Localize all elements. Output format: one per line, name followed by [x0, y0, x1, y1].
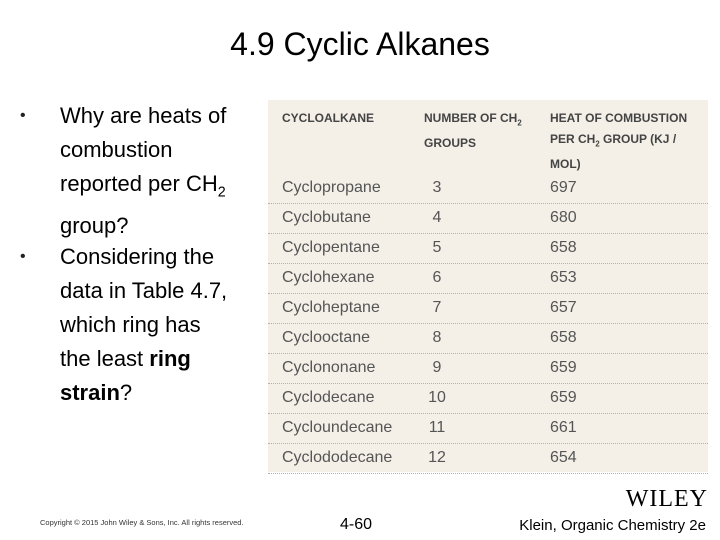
- table-cell: 657: [550, 299, 577, 316]
- table-cell: 658: [550, 239, 577, 256]
- table-cell: 10: [428, 389, 446, 406]
- table-row: Cyclopentane 5 658: [268, 233, 708, 264]
- table-cell: Cycloundecane: [282, 419, 393, 436]
- bullet-text: Considering the data in Table 4.7, which…: [60, 240, 230, 410]
- text-run: group?: [60, 213, 129, 239]
- text-run: Why are heats of combustion reported per…: [60, 103, 227, 196]
- column-header: HEAT OF COMBUSTION PER CH2 GROUP (KJ / M…: [550, 108, 706, 175]
- table-row: Cyclobutane 4 680: [268, 203, 708, 234]
- table-cell: 697: [550, 179, 577, 196]
- table-row: Cycloundecane 11 661: [268, 413, 708, 444]
- copyright: Copyright © 2015 John Wiley & Sons, Inc.…: [40, 518, 244, 527]
- bold-text: ring strain: [60, 346, 191, 405]
- text-run: GROUP (KJ / MOL): [550, 132, 677, 172]
- text-run: GROUPS: [424, 136, 477, 151]
- subscript: 2: [595, 139, 600, 149]
- table-cell: Cyclododecane: [282, 449, 393, 466]
- text-run: ?: [119, 380, 133, 405]
- column-header: CYCLOALKANE: [282, 108, 402, 129]
- text-run: Considering the data in Table 4.7, which…: [60, 244, 228, 371]
- table-cell: Cycloheptane: [282, 299, 380, 316]
- text-run: NUMBER OF CH: [424, 111, 518, 125]
- table-cell: Cyclooctane: [282, 329, 371, 346]
- table-row: Cyclohexane 6 653: [268, 263, 708, 294]
- column-header: NUMBER OF CH2 GROUPS: [424, 108, 540, 154]
- table-cell: Cyclodecane: [282, 389, 375, 406]
- table-cell: Cyclobutane: [282, 209, 371, 226]
- table-row: Cyclononane 9 659: [268, 353, 708, 384]
- slide-title: 4.9 Cyclic Alkanes: [230, 26, 490, 62]
- table-cell: 9: [432, 359, 442, 376]
- table-cell: 3: [432, 179, 442, 196]
- table-cell: Cyclononane: [282, 359, 376, 376]
- table-cell: Cyclohexane: [282, 269, 375, 286]
- table-cell: 659: [550, 359, 577, 376]
- text-run: HEAT OF COMBUSTION PER CH: [550, 111, 688, 146]
- table-cell: 4: [432, 209, 442, 226]
- table-cell: 5: [432, 239, 442, 256]
- bullet-dot: •: [20, 107, 26, 124]
- table-cell: 680: [550, 209, 577, 226]
- bullet-text: Why are heats of combustion reported per…: [60, 99, 230, 243]
- table-cell: 661: [550, 419, 577, 436]
- subscript: 2: [517, 118, 522, 128]
- table-cell: 7: [432, 299, 442, 316]
- table-cell: 658: [550, 329, 577, 346]
- bullet-dot: •: [20, 248, 26, 265]
- table-cell: 8: [432, 329, 442, 346]
- publisher-logo: WILEY: [625, 486, 708, 512]
- page-number: 4-60: [340, 516, 373, 533]
- table-row: Cyclopropane 3 697: [268, 173, 708, 204]
- table-cell: 11: [428, 419, 446, 436]
- table-row: Cyclooctane 8 658: [268, 323, 708, 354]
- subscript: 2: [217, 184, 226, 201]
- table-cell: Cyclopropane: [282, 179, 381, 196]
- table-cell: Cyclopentane: [282, 239, 380, 256]
- credit: Klein, Organic Chemistry 2e: [519, 517, 706, 534]
- table-row: Cycloheptane 7 657: [268, 293, 708, 324]
- table-cell: 6: [432, 269, 442, 286]
- table-row: Cyclododecane 12 654: [268, 443, 708, 474]
- data-table: CYCLOALKANE NUMBER OF CH2 GROUPS HEAT OF…: [268, 100, 708, 474]
- table-cell: 653: [550, 269, 577, 286]
- table-cell: 659: [550, 389, 577, 406]
- table-cell: 12: [428, 449, 446, 466]
- text-run: CYCLOALKANE: [282, 111, 374, 125]
- table-row: Cyclodecane 10 659: [268, 383, 708, 414]
- table-cell: 654: [550, 449, 577, 466]
